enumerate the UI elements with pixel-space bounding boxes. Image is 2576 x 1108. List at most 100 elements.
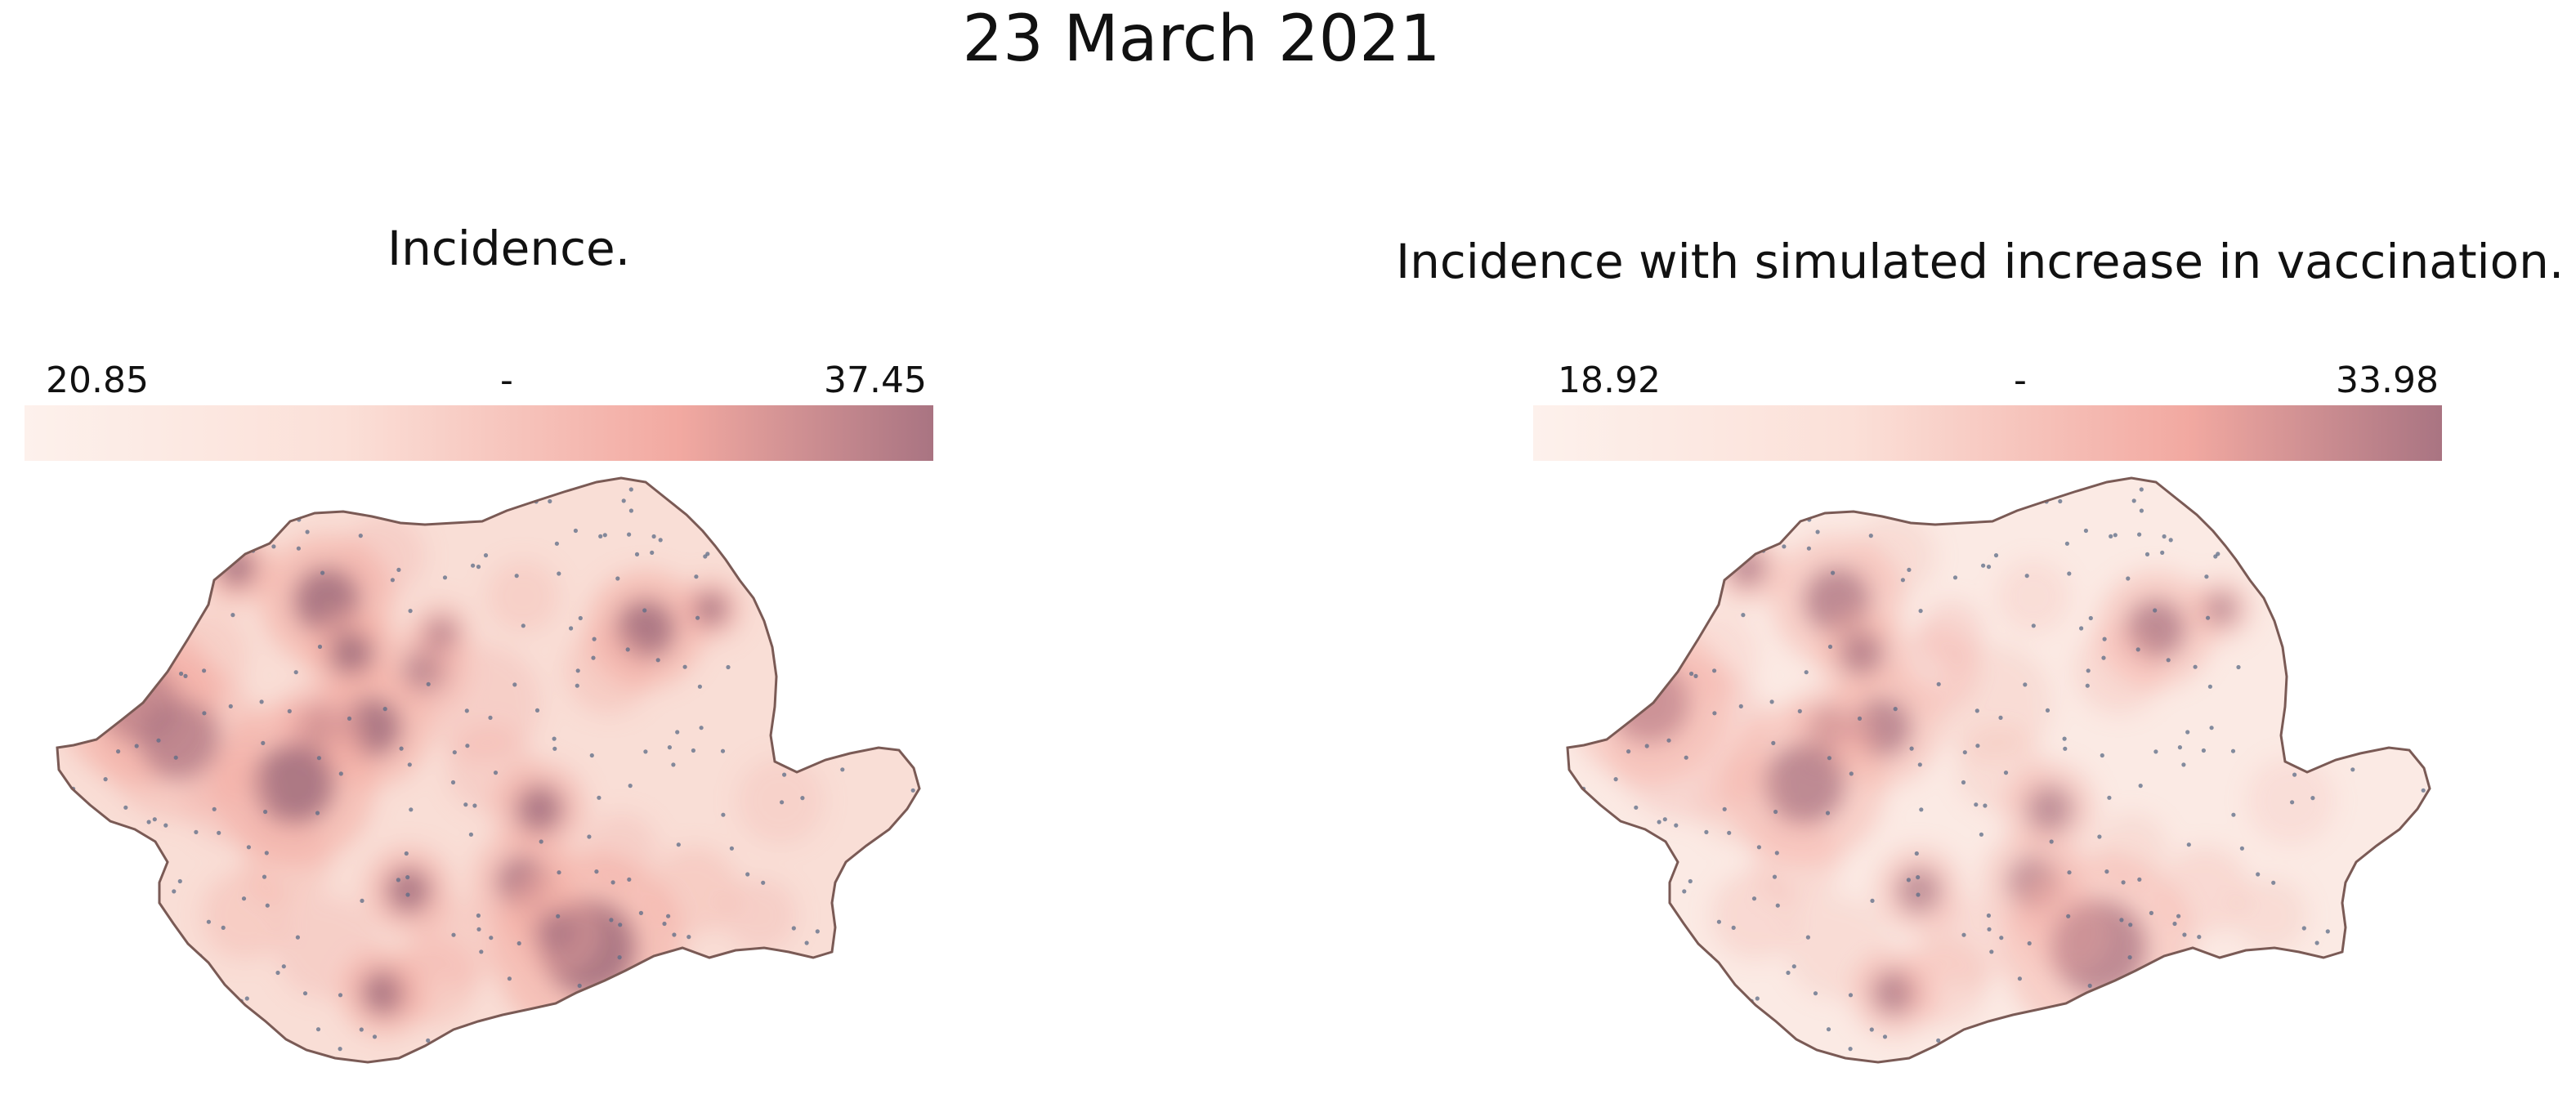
sample-point [228, 704, 233, 708]
hotspot-core [695, 592, 727, 625]
sample-point [1746, 486, 1751, 491]
sample-point [667, 745, 673, 750]
sample-point [1682, 889, 1687, 894]
sample-point [1906, 878, 1911, 882]
sample-point [720, 748, 726, 753]
sample-point [2003, 1034, 2008, 1039]
sample-point [2357, 888, 2362, 893]
sample-point [1762, 525, 1767, 530]
sample-point [1909, 746, 1914, 751]
sample-point [2149, 910, 2153, 915]
sample-point [281, 964, 286, 969]
sample-point [575, 668, 580, 673]
sample-point [1731, 925, 1736, 930]
sample-point [150, 897, 155, 902]
sample-point [261, 740, 266, 745]
sample-point [2066, 914, 2071, 918]
sample-point [517, 940, 521, 946]
sample-point [747, 1040, 752, 1046]
sample-point [1773, 809, 1778, 815]
sample-point [1952, 575, 1958, 580]
sample-point [1801, 505, 1807, 510]
sample-point [654, 994, 659, 999]
sample-point [552, 736, 557, 741]
sample-point [2204, 574, 2209, 579]
sample-point [837, 617, 842, 622]
sample-point [488, 715, 493, 720]
sample-point [2153, 608, 2158, 613]
sample-point [1662, 817, 1667, 822]
sample-point [521, 623, 525, 628]
sample-point [2332, 637, 2337, 642]
hotspot-halo [1957, 724, 2045, 812]
incidence-hotspots [1568, 480, 2426, 1062]
sample-point [1769, 699, 1774, 704]
country-border [56, 476, 921, 1064]
sample-point [2372, 677, 2377, 681]
sample-point [1681, 530, 1686, 535]
sample-point [230, 613, 235, 618]
sample-point [655, 658, 660, 663]
sample-point [901, 509, 906, 514]
sample-point [1870, 898, 1875, 903]
hotspot-halo [1997, 560, 2070, 633]
sample-point [123, 805, 128, 810]
hotspot-core [534, 909, 578, 954]
sample-point [2153, 749, 2158, 754]
sample-point [2017, 976, 2022, 981]
sample-point [153, 532, 158, 537]
sample-point [163, 823, 168, 828]
sample-point [1986, 565, 1992, 570]
main-title: 23 March 2021 [962, 2, 1441, 76]
sample-point [399, 746, 404, 751]
sample-point [1576, 677, 1581, 682]
sample-point [1595, 1024, 1600, 1029]
sample-point [651, 534, 656, 539]
sample-point [405, 875, 410, 880]
sample-point [463, 802, 468, 807]
sample-point [2027, 940, 2032, 946]
sample-point [1741, 613, 1746, 618]
sample-point [2349, 726, 2354, 730]
sample-point [2023, 682, 2028, 687]
sample-point [264, 851, 269, 856]
sample-point [291, 505, 297, 510]
sample-point [396, 878, 400, 882]
sample-point [1882, 1034, 1888, 1039]
sample-point [1831, 570, 1836, 575]
sample-point [134, 744, 139, 748]
sample-point [2286, 708, 2291, 713]
hotspot-halo [1853, 514, 1936, 597]
sample-point [1595, 871, 1600, 876]
sample-point [171, 530, 176, 535]
sample-point [2422, 1030, 2426, 1034]
sample-point [2113, 533, 2118, 538]
sample-point [1771, 740, 1776, 745]
sample-point [2236, 664, 2241, 670]
sample-point [2369, 1057, 2374, 1061]
sample-point [1900, 578, 1905, 583]
sample-point [534, 708, 540, 713]
sample-point [1907, 567, 1912, 572]
sample-point [887, 532, 892, 537]
sample-point [265, 903, 270, 908]
sample-point [745, 492, 749, 497]
sample-point [179, 671, 184, 677]
sample-point [1716, 919, 1721, 924]
hotspot-core [1764, 744, 1845, 825]
sample-point [911, 1030, 916, 1034]
sample-point [493, 771, 499, 775]
sample-point [2168, 538, 2173, 543]
sample-point [2087, 983, 2092, 988]
sample-point [1936, 518, 1941, 523]
sample-point [217, 830, 221, 835]
sample-point [628, 487, 633, 492]
sample-point [720, 503, 725, 508]
sample-point [409, 807, 414, 812]
sample-point [901, 617, 906, 622]
sample-point [2237, 503, 2242, 508]
sample-point [2325, 929, 2330, 934]
sample-point [2209, 726, 2214, 730]
sample-point [1569, 813, 1575, 818]
sample-point [1916, 892, 1921, 897]
